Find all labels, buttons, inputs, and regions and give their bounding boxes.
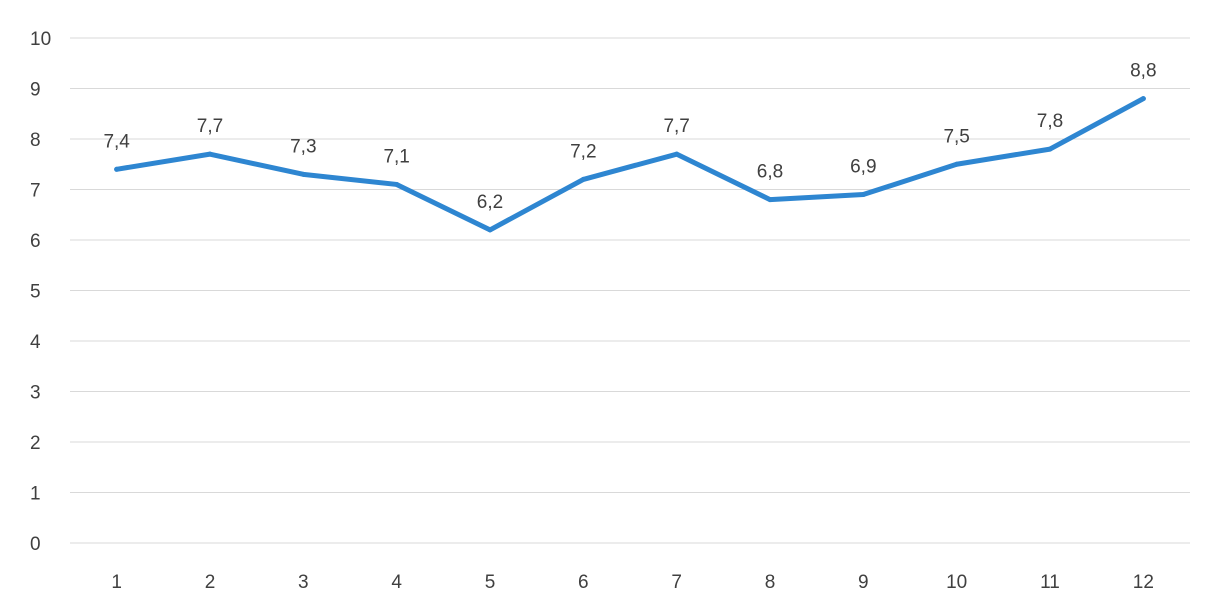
x-tick-label: 9	[858, 572, 869, 593]
x-tick-label: 10	[946, 572, 967, 593]
data-labels: 7,4 7,7 7,3 7,1 6,2 7,2 7,7 6,8 6,9 7,5 7,8 8,8	[103, 61, 1156, 213]
data-label: 6,2	[477, 192, 503, 213]
x-tick-label: 2	[205, 572, 216, 593]
y-tick-label: 1	[30, 484, 41, 505]
x-tick-label: 4	[391, 572, 402, 593]
x-tick-label: 12	[1133, 572, 1154, 593]
data-label: 7,3	[290, 136, 316, 157]
data-label: 6,9	[850, 157, 876, 178]
data-label: 7,7	[663, 116, 689, 137]
data-point	[1140, 96, 1146, 102]
y-tick-label: 10	[30, 29, 51, 50]
data-point	[767, 197, 773, 203]
series-line-group	[114, 96, 1146, 233]
data-label: 7,2	[570, 141, 596, 162]
data-point	[954, 161, 960, 167]
x-tick-label: 1	[111, 572, 122, 593]
data-point	[300, 171, 306, 177]
x-tick-label: 7	[671, 572, 682, 593]
data-label: 7,7	[197, 116, 223, 137]
x-tick-label: 11	[1040, 572, 1060, 593]
y-tick-label: 3	[30, 383, 41, 404]
data-point	[207, 151, 213, 157]
x-tick-label: 3	[298, 572, 309, 593]
x-axis-tick-labels: 1 2 3 4 5 6 7 8 9 10 11 12	[111, 572, 1154, 593]
data-point	[487, 227, 493, 233]
y-axis-tick-labels: 0 1 2 3 4 5 6 7 8 9 10	[30, 29, 51, 555]
data-point	[860, 192, 866, 198]
data-label: 8,8	[1130, 61, 1156, 82]
y-tick-label: 6	[30, 231, 41, 252]
data-label: 6,8	[757, 162, 783, 183]
y-tick-label: 5	[30, 282, 41, 303]
x-tick-label: 8	[765, 572, 776, 593]
data-point	[394, 181, 400, 187]
y-tick-label: 9	[30, 80, 41, 101]
data-label: 7,1	[383, 146, 409, 167]
y-tick-label: 7	[30, 181, 41, 202]
data-point	[114, 166, 120, 172]
x-tick-label: 5	[485, 572, 496, 593]
y-tick-label: 4	[30, 332, 41, 353]
gridlines	[70, 37, 1190, 544]
data-point	[1047, 146, 1053, 152]
data-point	[674, 151, 680, 157]
x-tick-label: 6	[578, 572, 589, 593]
data-label: 7,8	[1037, 111, 1063, 132]
y-tick-label: 8	[30, 130, 41, 151]
y-tick-label: 0	[30, 534, 41, 555]
data-label: 7,5	[943, 126, 969, 147]
series-line	[114, 96, 1146, 233]
data-label: 7,4	[103, 131, 130, 152]
y-tick-label: 2	[30, 433, 41, 454]
data-point	[580, 176, 586, 182]
